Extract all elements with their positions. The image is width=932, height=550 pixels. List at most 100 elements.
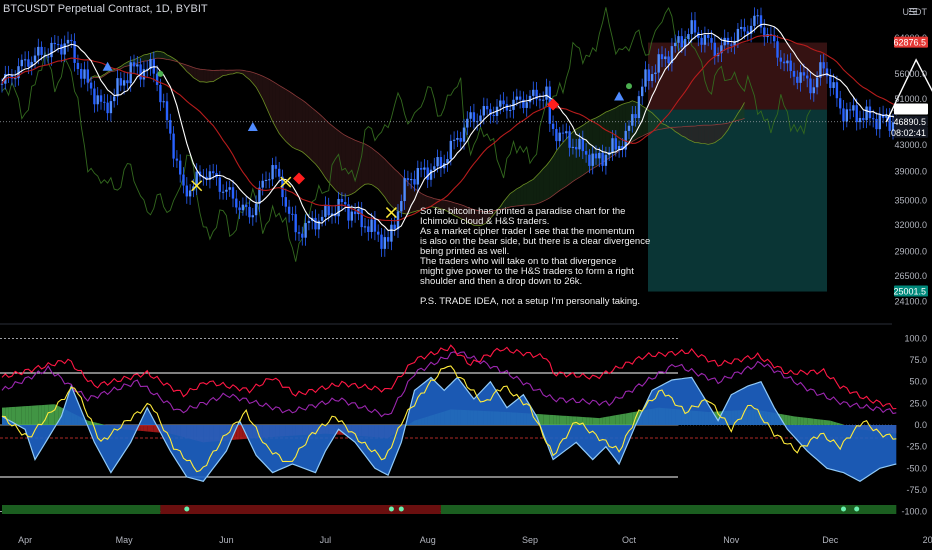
cloud-segment [701,125,705,144]
candle-body [482,106,485,116]
cloud-segment [487,211,491,223]
candle-body [446,159,449,164]
money-flow-area [94,422,98,425]
candle-body [17,66,20,79]
candle-body [195,171,198,187]
candle-body [862,117,865,121]
cloud-segment [464,205,468,223]
money-flow-area [823,419,827,425]
cloud-segment [252,72,257,88]
candle-body [522,99,525,108]
cloud-segment [213,70,217,82]
candle-body [683,39,687,48]
candle-body [664,56,667,60]
symbol-title[interactable]: BTCUSDT Perpetual Contract, 1D, BYBIT [3,3,208,15]
candle-body [47,56,50,58]
cloud-segment [582,123,587,176]
money-flow-area [38,405,42,425]
candle-body [740,26,743,29]
candle-body [50,42,53,58]
candle-body [809,78,812,94]
osc-axis-tick: 50.0 [909,377,927,387]
candle-body [433,166,436,170]
money-flow-area [797,416,801,425]
candle-body [301,233,304,238]
cloud-segment [361,142,365,187]
candle-body [225,189,228,192]
senkou-span-b [87,57,745,213]
candle-body [641,86,644,97]
candle-body [710,37,713,43]
price-axis-tick: 56000.0 [894,69,927,79]
candle-body [594,153,598,159]
wavetrend-area [2,377,897,482]
candle-body [304,223,307,238]
cloud-segment [480,210,484,226]
candle-body [423,167,426,170]
cloud-segment [556,146,560,193]
candle-body [703,34,707,45]
cloud-segment [378,153,382,194]
candle-body [852,105,855,111]
candle-body [730,44,733,46]
candle-body [650,74,654,82]
candle-body [274,165,278,169]
candle-body [565,131,568,134]
candle-body [400,201,403,212]
candle-body [690,20,693,35]
cloud-segment [708,125,712,145]
candle-body [373,219,377,232]
rsi-line [1,344,897,410]
candle-body [10,74,14,79]
settings-menu-icon[interactable] [909,6,917,17]
candle-body [80,68,83,79]
cloud-segment [559,142,563,191]
money-flow-area [817,419,821,425]
candle-body [231,187,235,199]
candle-body [330,213,334,216]
cloud-segment [737,108,742,121]
candle-body [390,224,393,242]
cloud-segment [371,147,375,187]
candle-body [172,133,175,159]
cloud-segment [183,63,187,72]
money-flow-area [87,420,92,425]
candle-body [109,101,113,114]
cloud-segment [454,202,458,217]
money-flow-area [147,425,151,432]
candle-body [413,179,416,185]
candle-body [872,118,875,120]
cloud-segment [605,110,610,161]
candle-body [753,15,756,26]
cloud-segment [681,126,686,138]
candle-body [571,146,575,148]
candle-body [30,61,33,67]
cloud-segment [513,188,517,207]
cloud-segment [332,125,336,190]
cloud-segment [236,69,240,74]
cloud-segment [467,207,471,224]
cloud-segment [302,100,306,155]
price-axis-tick: 35000.0 [894,196,927,206]
candle-body [76,62,80,69]
cloud-segment [533,175,537,205]
candle-body [281,176,284,198]
candle-body [159,84,162,103]
candle-body [700,37,703,45]
candle-body [456,138,459,140]
cloud-segment [539,168,544,203]
cloud-segment [351,138,356,195]
candle-body [452,139,456,141]
candle-body [162,101,165,103]
cloud-segment [417,190,422,211]
candle-body [56,44,60,46]
cloud-segment [318,113,323,173]
candle-body [37,46,40,56]
price-badge-text: 46890.5 [893,117,926,127]
price-axis-tick: 29000.0 [894,246,927,256]
money-flow-area [51,404,55,425]
price-axis-tick: 51000.0 [894,94,927,104]
cloud-segment [143,54,148,62]
cloud-segment [563,139,567,189]
